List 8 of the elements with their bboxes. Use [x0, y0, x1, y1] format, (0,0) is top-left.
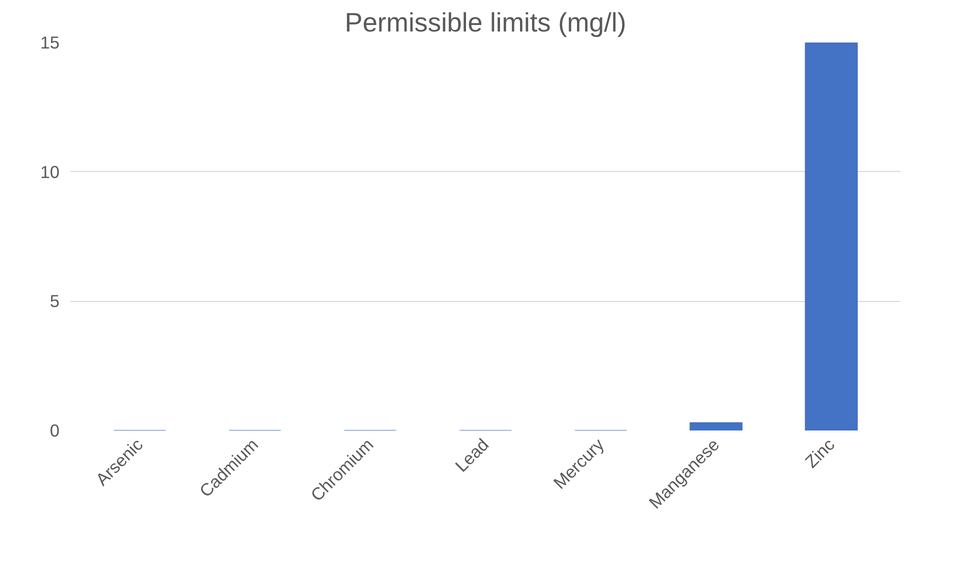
- bar: [690, 422, 742, 430]
- y-tick-label: 10: [40, 162, 60, 182]
- bar: [804, 42, 858, 430]
- y-tick-label: 15: [40, 32, 60, 52]
- x-tick-label: Zinc: [801, 434, 839, 472]
- y-tick-label: 0: [50, 420, 60, 440]
- chart-title: Permissible limits (mg/l): [344, 8, 626, 38]
- y-tick-label: 5: [50, 291, 60, 312]
